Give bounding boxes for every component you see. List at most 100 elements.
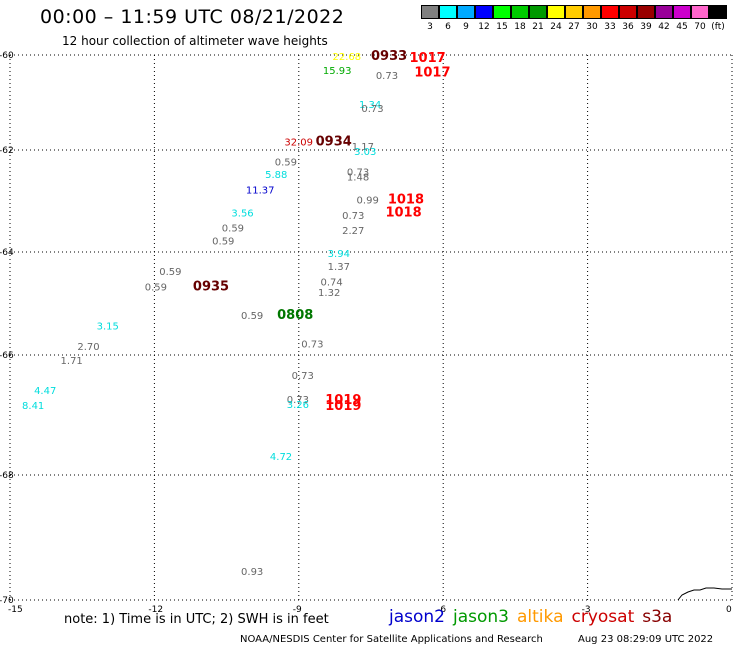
- wave-height-value: 4.72: [270, 452, 292, 463]
- wave-height-value: 1.32: [318, 288, 340, 299]
- lon-tick-label: -15: [8, 605, 23, 615]
- wave-height-value: 3.03: [354, 147, 376, 158]
- wave-height-value: 3.26: [287, 400, 309, 411]
- wave-height-value: 0.73: [287, 395, 309, 406]
- legend-swatch: [457, 5, 475, 19]
- wave-height-value: 0.73: [361, 104, 383, 115]
- legend-swatch: [583, 5, 601, 19]
- antarctic-coastline: [677, 587, 732, 601]
- wave-height-value: 8.41: [22, 401, 44, 412]
- time-pressure-label: 0808: [277, 308, 313, 323]
- legend-label: 30: [586, 22, 598, 32]
- legend-swatch: [439, 5, 457, 19]
- lon-tick-label: -9: [293, 605, 302, 615]
- time-pressure-label: 1017: [414, 65, 450, 80]
- wave-height-value: 4.47: [34, 386, 56, 397]
- legend-label: 18: [514, 22, 526, 32]
- wave-height-value: 1.71: [61, 356, 83, 367]
- time-pressure-label: 0934: [316, 134, 352, 149]
- wave-height-value: 3.15: [97, 321, 119, 332]
- legend-label: 12: [478, 22, 490, 32]
- wave-height-value: 0.59: [212, 236, 234, 247]
- lat-tick-label: -70: [0, 596, 14, 606]
- lat-lon-grid: [9, 54, 733, 601]
- wave-height-value: 0.73: [292, 371, 314, 382]
- wave-height-value: 0.99: [357, 196, 379, 207]
- legend-swatch: [673, 5, 691, 19]
- color-legend: [421, 5, 727, 19]
- time-pressure-label: 1019: [325, 399, 361, 414]
- lat-tick-label: -68: [0, 471, 14, 481]
- coastline: [677, 587, 732, 601]
- time-pressure-label: 1019: [325, 393, 361, 408]
- wave-height-value: 0.59: [145, 283, 167, 294]
- legend-label: 24: [550, 22, 562, 32]
- legend-swatch: [619, 5, 637, 19]
- legend-label: 15: [496, 22, 508, 32]
- satellite-name: s3a: [642, 607, 673, 627]
- wave-height-value: 1.17: [352, 142, 374, 153]
- legend-label: 45: [676, 22, 688, 32]
- legend-label: 33: [604, 22, 616, 32]
- wave-height-value: 3.56: [231, 208, 253, 219]
- timestamp-text: Aug 23 08:29:09 UTC 2022: [578, 634, 714, 645]
- wave-height-value: 15.93: [323, 66, 352, 77]
- legend-swatch: [475, 5, 493, 19]
- lat-tick-label: -62: [0, 146, 14, 156]
- lon-tick-label: -12: [148, 605, 163, 615]
- wave-height-value: 0.74: [320, 277, 342, 288]
- legend-swatch: [547, 5, 565, 19]
- legend-label: 21: [532, 22, 544, 32]
- legend-swatch: [691, 5, 709, 19]
- map-subtitle: 12 hour collection of altimeter wave hei…: [62, 34, 328, 48]
- wave-height-value: 1.37: [328, 262, 350, 273]
- wave-height-value: 32.09: [284, 137, 313, 148]
- lon-tick-label: -6: [437, 605, 446, 615]
- satellite-name: jason2: [389, 607, 445, 627]
- wave-height-value: 0.73: [301, 339, 323, 350]
- legend-swatch: [529, 5, 547, 19]
- wave-height-value: 0.73: [347, 168, 369, 179]
- wave-height-value: 5.88: [265, 170, 287, 181]
- wave-height-value: 0.93: [241, 567, 263, 578]
- time-pressure-label: 1018: [388, 193, 424, 208]
- lon-tick-label: -3: [582, 605, 591, 615]
- wave-height-value: 1.48: [347, 173, 369, 184]
- satellite-name: cryosat: [571, 607, 635, 627]
- wave-height-value: 11.37: [246, 185, 275, 196]
- footnote: note: 1) Time is in UTC; 2) SWH is in fe…: [64, 612, 329, 627]
- legend-label: 39: [640, 22, 652, 32]
- satellite-legend: jason2 jason3 altika cryosat s3a: [389, 607, 680, 627]
- lat-tick-label: -66: [0, 351, 14, 361]
- legend-swatch: [493, 5, 511, 19]
- satellite-name: jason3: [453, 607, 509, 627]
- wave-height-value: 0.59: [222, 224, 244, 235]
- legend-swatch: [655, 5, 673, 19]
- legend-label: 27: [568, 22, 580, 32]
- legend-label: 9: [463, 22, 469, 32]
- wave-height-value: 22.68: [332, 52, 361, 63]
- wave-height-value: 1.34: [359, 100, 381, 111]
- wave-height-value: 0.73: [376, 71, 398, 82]
- color-legend-labels: 3 6 9 12 15 18 21 24 27 30 33 36 39 42 45 70 (ft): [421, 22, 727, 32]
- wave-height-value: 0.59: [159, 267, 181, 278]
- legend-label: 70: [694, 22, 706, 32]
- axis-labels: -15 -12 -9 -6 -3 0 -60 -62 -64 -66 -68 -70: [0, 51, 732, 615]
- wave-height-value: 2.70: [77, 342, 99, 353]
- legend-label: 36: [622, 22, 634, 32]
- time-pressure-label: 0933: [371, 49, 407, 64]
- legend-swatch: [601, 5, 619, 19]
- legend-label: (ft): [711, 22, 725, 32]
- wave-height-value: 2.27: [342, 226, 364, 237]
- lat-tick-label: -60: [0, 51, 14, 61]
- wave-height-value: 3.94: [328, 249, 350, 260]
- legend-swatch: [565, 5, 583, 19]
- credit-text: NOAA/NESDIS Center for Satellite Applica…: [240, 634, 543, 645]
- map-title: 00:00 – 11:59 UTC 08/21/2022: [40, 6, 345, 28]
- legend-label: 42: [658, 22, 670, 32]
- legend-label: 6: [445, 22, 451, 32]
- wave-height-value: 0.59: [275, 157, 297, 168]
- wave-height-value: 0.73: [342, 211, 364, 222]
